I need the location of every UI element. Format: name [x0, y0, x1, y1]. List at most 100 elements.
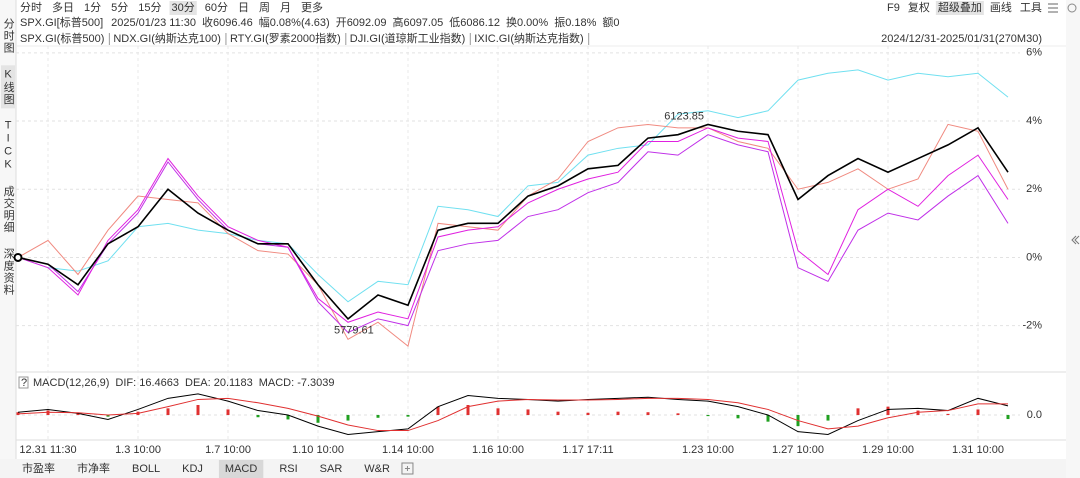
y-tick-label: 2% — [1026, 183, 1042, 195]
field-value: 0.00% — [517, 17, 548, 29]
indicator-tab[interactable]: KDJ — [182, 463, 203, 475]
macd-bar — [676, 413, 680, 415]
collapse-icon[interactable] — [1074, 235, 1080, 245]
macd-bar — [226, 409, 230, 415]
indicator-readout: DIF: 16.4663 — [115, 377, 179, 389]
y-tick-label: -2% — [1022, 320, 1042, 332]
macd-bar — [106, 415, 110, 417]
add-tab[interactable] — [401, 462, 414, 475]
period-tab[interactable]: 5分 — [111, 1, 128, 14]
x-tick-label: 1.16 10:00 — [472, 444, 524, 456]
sidebar-tab[interactable]: 成交明细 — [2, 185, 15, 233]
macd-bar — [886, 406, 890, 415]
legend-entry[interactable]: SPX.GI(标普500) — [20, 31, 104, 45]
field-value: 6097.05 — [403, 17, 443, 29]
macd-bar — [736, 415, 740, 419]
x-tick-label: 1.23 10:00 — [682, 444, 734, 456]
field-label: 额 — [602, 16, 613, 29]
legend-entry[interactable]: DJI.GI(道琼斯工业指数) — [350, 31, 466, 45]
y-tick-label: 6% — [1026, 47, 1042, 59]
legend-entry[interactable]: NDX.GI(纳斯达克100) — [113, 32, 221, 45]
range-label: 2024/12/31-2025/01/31(270M30) — [881, 33, 1042, 45]
field-value: 0.18% — [565, 17, 596, 29]
field-label: 振 — [554, 15, 565, 29]
x-tick-label: 1.7 10:00 — [205, 444, 251, 456]
field-label: 换 — [506, 15, 517, 29]
period-tab[interactable]: 月 — [280, 2, 291, 14]
time: 2025/01/23 11:30 — [111, 17, 196, 29]
macd-bar — [346, 415, 350, 421]
macd-bar — [766, 415, 770, 422]
period-tab[interactable]: 1分 — [84, 1, 101, 14]
macd-bar — [946, 413, 950, 415]
x-tick-label: 12.31 11:30 — [19, 444, 76, 456]
indicator-tab[interactable]: BOLL — [132, 463, 160, 475]
macd-bar — [166, 408, 170, 415]
period-tab[interactable]: 分时 — [20, 1, 42, 14]
sidebar-bg — [0, 0, 16, 478]
max-annotation: 6123.85 — [664, 110, 704, 122]
macd-bar — [1006, 415, 1010, 420]
period-tab[interactable]: 周 — [259, 1, 270, 14]
x-tick-label: 1.31 10:00 — [952, 444, 1004, 456]
macd-bar — [646, 412, 650, 415]
indicator-tab[interactable]: MACD — [225, 463, 257, 475]
indicator-tab[interactable]: W&R — [364, 463, 390, 475]
indicator-tab[interactable]: SAR — [320, 463, 343, 475]
period-tab[interactable]: 15分 — [138, 1, 161, 14]
x-tick-label: 1.14 10:00 — [382, 444, 434, 456]
start-marker — [13, 252, 23, 262]
sidebar-tab[interactable]: 分时图 — [2, 18, 15, 54]
tool-button[interactable]: 画线 — [990, 0, 1012, 14]
sidebar-tab[interactable]: TICK — [2, 119, 14, 171]
field-label: 收 — [202, 15, 213, 29]
field-value: 6096.46 — [213, 17, 253, 29]
field-label: 幅 — [259, 16, 270, 29]
legend-entry[interactable]: RTY.GI(罗素2000指数) — [230, 31, 341, 45]
series-line — [17, 69, 1009, 303]
sidebar-active — [1, 65, 15, 109]
period-tab[interactable]: 30分 — [172, 1, 195, 14]
tool-button[interactable]: 超级叠加 — [938, 0, 982, 14]
macd-bar — [526, 409, 530, 415]
indicator-tab[interactable]: 市净率 — [77, 461, 110, 475]
field-label: 低 — [449, 16, 460, 29]
macd-bar — [856, 408, 860, 415]
sidebar-tab[interactable]: K线图 — [2, 68, 15, 105]
macd-bar — [76, 412, 80, 415]
tool-button[interactable]: 复权 — [908, 0, 930, 14]
macd-bar — [376, 415, 380, 418]
period-tab[interactable]: 多日 — [52, 0, 74, 14]
macd-line — [17, 397, 1009, 432]
macd-bar — [976, 409, 980, 415]
legend-entry[interactable]: IXIC.GI(纳斯达克指数) — [474, 31, 583, 45]
indicator-title: MACD(12,26,9) — [33, 377, 109, 389]
tool-button[interactable]: F9 — [887, 2, 900, 14]
field-value: 6092.09 — [347, 17, 387, 29]
macd-bar — [316, 415, 320, 423]
macd-bar — [436, 406, 440, 415]
collapse-icon[interactable] — [1071, 235, 1077, 245]
indicator-tab[interactable]: RSI — [279, 463, 297, 475]
indicator-readout: DEA: 20.1183 — [185, 377, 253, 389]
period-tab[interactable]: 日 — [238, 2, 249, 14]
macd-bar — [256, 415, 260, 418]
sidebar-tab[interactable]: 深度资料 — [2, 247, 15, 295]
macd-bar — [46, 410, 50, 415]
tool-button[interactable]: 工具 — [1020, 1, 1042, 14]
settings-icon[interactable] — [1067, 3, 1077, 13]
macd-bar — [406, 415, 410, 417]
series-line — [17, 123, 1009, 320]
help[interactable]: ? — [21, 377, 27, 389]
period-tab[interactable]: 更多 — [301, 0, 323, 14]
series-line — [17, 127, 1009, 323]
period-tab[interactable]: 60分 — [205, 1, 228, 14]
field-value: 0 — [613, 17, 619, 29]
y-tick-label: 0% — [1026, 251, 1042, 263]
macd-bar — [196, 405, 200, 415]
min-annotation: 5779.61 — [334, 325, 374, 337]
field-value: 6086.12 — [460, 17, 500, 29]
indicator-tab[interactable]: 市盈率 — [22, 461, 55, 475]
series-line — [17, 134, 1009, 334]
